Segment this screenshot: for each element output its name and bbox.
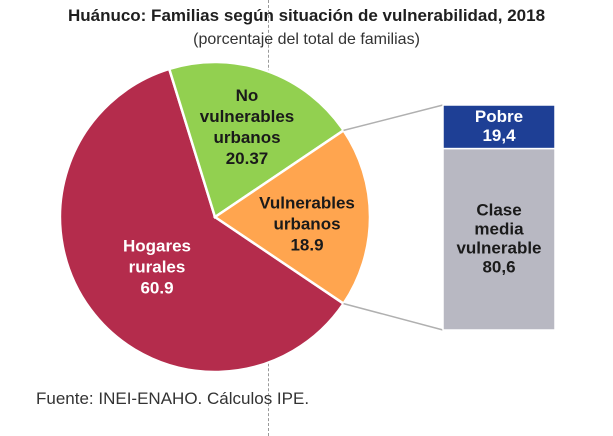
bar-label-pobre-label-line-1: Pobre [475,107,523,126]
bar-segment-clase-media-vulnerable [442,147,556,331]
pie-slice-hogares-rurales [58,67,346,374]
bar-label-clase-media-vulnerable-value: 80,6 [482,257,515,276]
pie-label-vulnerables-urbanos-label-line-1: Vulnerables [259,193,355,212]
chart-title: Huánuco: Familias según situación de vul… [67,6,546,25]
bar-label-clase-media-vulnerable-label-line-3: vulnerable [456,238,541,257]
pie-slice-vulnerables-urbanos [212,128,372,306]
chart-subtitle: (porcentaje del total de familias) [193,31,420,48]
pie-label-hogares-rurales-label-line-1: Hogares [123,236,191,255]
pie-label-no-vulnerables-urbanos-label-line-1: No [236,86,259,105]
connector-line-bottom [343,302,444,331]
pie-label-vulnerables-urbanos-label-line-2: urbanos [273,214,340,233]
pie-label-no-vulnerables-urbanos-label-line-2: vulnerables [200,107,295,126]
bar-segment-pobre [442,104,556,150]
pie-label-no-vulnerables-urbanos-label-line-3: urbanos [213,128,280,147]
pie-label-hogares-rurales-value: 60.9 [140,278,173,297]
pie-slice-no-vulnerables-urbanos [167,60,346,219]
bar-label-clase-media-vulnerable-label-line-1: Clase [476,200,521,219]
pie-label-vulnerables-urbanos-value: 18.9 [290,235,323,254]
bar-label-pobre-value: 19,4 [482,126,516,145]
bar-label-clase-media-vulnerable-label-line-2: media [474,219,524,238]
pie-label-hogares-rurales-label-line-2: rurales [129,257,186,276]
pie-label-no-vulnerables-urbanos-value: 20.37 [226,149,269,168]
connector-line-top [343,104,444,132]
source-note: Fuente: INEI-ENAHO. Cálculos IPE. [36,389,310,408]
